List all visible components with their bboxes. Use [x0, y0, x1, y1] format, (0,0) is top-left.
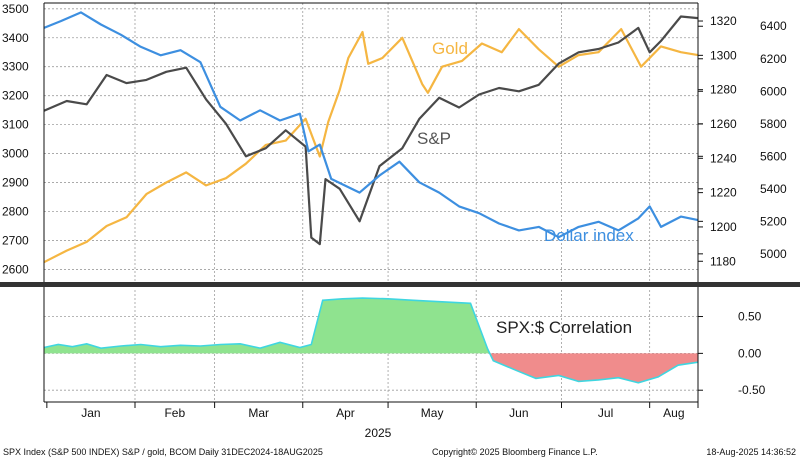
- correlation-tick-label: -0.50: [738, 383, 766, 397]
- price-lines: [43, 11, 699, 264]
- sp-line: [43, 15, 699, 246]
- right-axis-gold-tick-label: 1300: [710, 48, 737, 62]
- right-axis-sp-tick-label: 5800: [760, 117, 787, 131]
- footer-right: 18-Aug-2025 14:36:52: [706, 447, 796, 457]
- dollar-index-line: [43, 11, 699, 239]
- left-axis-tick-label: 3300: [2, 60, 29, 74]
- tick-labels: 2600 2700 2800 2900 3000 3100 3200 3300 3400 3500…: [2, 2, 787, 420]
- correlation-tick-label: 0.00: [738, 346, 762, 360]
- month-label: Jun: [509, 406, 528, 420]
- right-axis-sp-tick-label: 5400: [760, 182, 787, 196]
- left-axis-tick-label: 2600: [2, 262, 29, 276]
- footer-center: Copyright© 2025 Bloomberg Finance L.P.: [432, 447, 598, 457]
- month-label: Apr: [336, 406, 355, 420]
- right-axis-sp-tick-label: 6400: [760, 19, 787, 33]
- correlation-label: SPX:$ Correlation: [496, 318, 632, 337]
- gold-line: [43, 28, 699, 264]
- sp-series-label: S&P: [417, 129, 451, 148]
- left-axis-tick-label: 3500: [2, 2, 29, 16]
- left-axis-tick-label: 3200: [2, 89, 29, 103]
- right-axis-gold-tick-label: 1200: [710, 220, 737, 234]
- right-axis-sp-tick-label: 6000: [760, 84, 787, 98]
- right-axis-gold-tick-label: 1260: [710, 117, 737, 131]
- month-label: May: [421, 406, 444, 420]
- right-axis-gold-tick-label: 1240: [710, 151, 737, 165]
- month-label: Feb: [164, 406, 185, 420]
- correlation-line: [43, 297, 699, 384]
- right-axis-gold-tick-label: 1180: [710, 254, 736, 268]
- month-label: Aug: [663, 406, 684, 420]
- month-label: Mar: [248, 406, 269, 420]
- month-label: Jul: [598, 406, 613, 420]
- left-axis-tick-label: 2800: [2, 205, 29, 219]
- correlation-negative-fill: [489, 353, 698, 383]
- right-axis-sp-tick-label: 6200: [760, 52, 787, 66]
- year-label: 2025: [365, 426, 392, 440]
- month-label: Jan: [81, 406, 100, 420]
- dollar-series-label: Dollar index: [544, 226, 634, 245]
- right-axis-gold-tick-label: 1320: [710, 14, 737, 28]
- right-axis-gold-tick-label: 1220: [710, 186, 737, 200]
- panel-divider: [0, 282, 800, 287]
- right-axis-sp-tick-label: 5200: [760, 214, 787, 228]
- right-axis-sp-tick-label: 5600: [760, 149, 787, 163]
- left-axis-tick-label: 3100: [2, 118, 29, 132]
- correlation-positive-fill: [44, 298, 490, 354]
- gridlines: [44, 3, 698, 402]
- correlation-area: [43, 297, 699, 384]
- left-axis-tick-label: 2700: [2, 233, 29, 247]
- left-axis-tick-label: 3000: [2, 147, 29, 161]
- right-axis-gold-tick-label: 1280: [710, 83, 737, 97]
- footer-left: SPX Index (S&P 500 INDEX) S&P / gold, BC…: [3, 447, 323, 457]
- gold-series-label: Gold: [432, 39, 468, 58]
- left-axis-tick-label: 2900: [2, 176, 29, 190]
- right-axis-sp-tick-label: 5000: [760, 247, 787, 261]
- left-axis-tick-label: 3400: [2, 31, 29, 45]
- correlation-tick-label: 0.50: [738, 310, 762, 324]
- chart-frame: [0, 2, 800, 408]
